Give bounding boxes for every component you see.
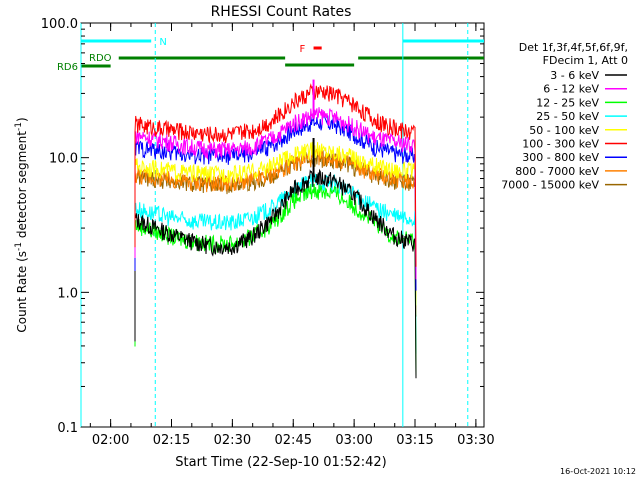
series-line-3-6-kev xyxy=(134,168,417,379)
flag-label-rdo: RDO xyxy=(89,53,112,64)
legend-header-line-2: FDecim 1, Att 0 xyxy=(543,54,628,67)
legend-header-line-1: Det 1f,3f,4f,5f,6f,9f, xyxy=(519,41,628,54)
y-tick-label: 1.0 xyxy=(57,286,78,301)
x-ticks: 02:00 02:15 02:30 02:45 03:00 03:15 03:30 xyxy=(89,23,495,448)
chart-title: RHESSI Count Rates xyxy=(211,4,352,20)
x-axis-label: Start Time (22-Sep-10 01:52:42) xyxy=(175,455,386,470)
legend-label-3-6-kev: 3 - 6 keV xyxy=(550,69,599,82)
vertical-lines xyxy=(80,23,469,427)
y-axis-label: Count Rate (s-1 detector segment-1) xyxy=(14,117,29,332)
x-tick-label: 03:15 xyxy=(396,433,433,448)
legend-label-12-25-kev: 12 - 25 keV xyxy=(536,96,599,109)
footer-timestamp: 16-Oct-2021 10:12 xyxy=(560,467,636,476)
flag-label-rd6: RD6 xyxy=(57,62,78,73)
x-tick-label: 03:30 xyxy=(457,433,494,448)
y-ticks: 0.1 1.0 10.0 100.0 xyxy=(41,17,484,436)
series-line-300-800-kev xyxy=(134,114,417,291)
flag-label-n: N xyxy=(159,37,166,48)
series-lines xyxy=(134,79,417,379)
legend-label-25-50-kev: 25 - 50 keV xyxy=(536,110,599,123)
x-tick-label: 02:45 xyxy=(275,433,312,448)
y-tick-label: 100.0 xyxy=(41,17,78,32)
x-tick-label: 02:30 xyxy=(214,433,251,448)
series-line-7000-15000-kev xyxy=(134,150,417,317)
series-line-100-300-kev xyxy=(134,83,417,267)
series-line-800-7000-kev xyxy=(134,147,417,315)
series-line-6-12-kev xyxy=(134,107,417,280)
x-tick-label: 02:00 xyxy=(92,433,129,448)
x-tick-label: 02:15 xyxy=(153,433,190,448)
y-tick-label: 0.1 xyxy=(57,421,78,436)
x-tick-label: 03:00 xyxy=(335,433,372,448)
legend-label-800-7000-kev: 800 - 7000 keV xyxy=(515,165,599,178)
legend-label-50-100-kev: 50 - 100 keV xyxy=(529,124,599,137)
series-line-50-100-kev xyxy=(134,141,417,306)
legend: Det 1f,3f,4f,5f,6f,9f, FDecim 1, Att 0 3… xyxy=(501,41,628,192)
legend-label-6-12-kev: 6 - 12 keV xyxy=(543,83,599,96)
flag-bars: N RDO RD6 F xyxy=(57,37,484,73)
legend-label-7000-15000-kev: 7000 - 15000 keV xyxy=(501,179,599,192)
legend-label-300-800-kev: 300 - 800 keV xyxy=(522,151,599,164)
series-line-25-50-kev xyxy=(134,172,417,354)
legend-label-100-300-kev: 100 - 300 keV xyxy=(522,138,599,151)
flag-label-f: F xyxy=(300,44,306,55)
y-tick-label: 10.0 xyxy=(49,152,78,167)
